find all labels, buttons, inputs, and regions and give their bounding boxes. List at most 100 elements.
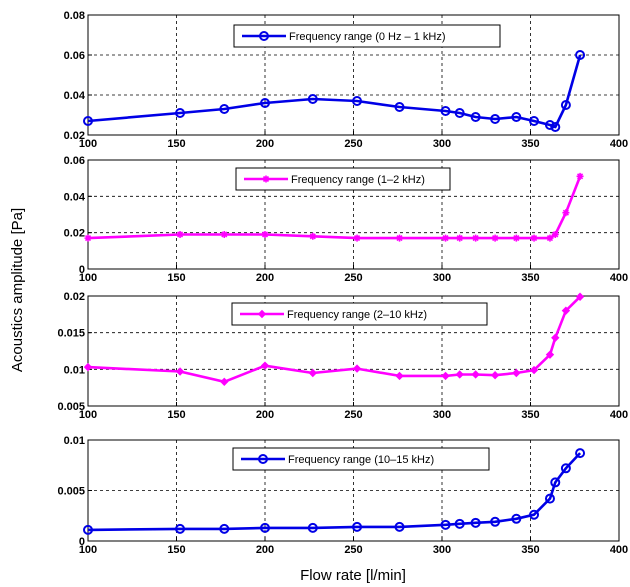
panel-3: 100 150 200 250 300 350 400 0.005 0.01 0.015 0.02 F… <box>57 291 628 421</box>
data-point <box>529 365 539 375</box>
data-point <box>309 232 317 240</box>
x-tick-label: 300 <box>433 544 451 556</box>
data-point <box>394 102 405 112</box>
x-tick-label: 300 <box>433 409 451 421</box>
x-tick-label: 200 <box>256 138 274 150</box>
x-tick-label: 300 <box>433 272 451 284</box>
data-point <box>307 94 318 104</box>
y-tick-label: 0.04 <box>64 90 86 102</box>
data-point <box>550 477 561 488</box>
data-point <box>394 521 405 532</box>
data-point <box>560 463 571 474</box>
data-point <box>83 524 93 535</box>
x-tick-label: 100 <box>79 272 97 284</box>
x-tick-label: 250 <box>344 272 362 284</box>
y-tick-label: 0.04 <box>64 191 86 203</box>
data-point <box>83 362 93 372</box>
x-tick-label: 250 <box>344 544 362 556</box>
x-tick-label: 200 <box>256 409 274 421</box>
legend-text: Frequency range (10–15 kHz) <box>288 454 434 466</box>
data-point <box>576 172 584 180</box>
data-point <box>454 108 465 118</box>
data-point <box>551 230 559 238</box>
legend-text: Frequency range (0 Hz – 1 kHz) <box>289 31 446 43</box>
data-point <box>511 112 522 122</box>
data-point <box>470 112 481 122</box>
y-tick-label: 0.02 <box>64 291 85 303</box>
data-point <box>260 361 270 370</box>
data-point <box>546 234 554 242</box>
data-point <box>307 522 318 533</box>
data-point <box>260 522 270 533</box>
data-point <box>219 104 230 114</box>
data-point <box>261 230 269 238</box>
x-tick-label: 100 <box>79 544 97 556</box>
legend-box <box>235 167 451 191</box>
x-tick-label: 150 <box>167 138 185 150</box>
data-point <box>491 234 499 242</box>
x-tick-label: 250 <box>344 409 362 421</box>
data-point <box>84 234 92 242</box>
data-point <box>575 448 586 459</box>
legend-box <box>233 24 501 48</box>
y-tick-label: 0.005 <box>57 486 85 498</box>
y-tick-label: 0 <box>79 536 85 548</box>
data-point <box>490 370 500 380</box>
data-point <box>561 306 571 315</box>
data-point <box>529 116 540 126</box>
data-point <box>551 333 560 343</box>
y-tick-label: 0.01 <box>64 435 85 447</box>
legend: Frequency range (1–2 kHz) <box>235 167 451 191</box>
data-point <box>175 108 186 118</box>
data-point <box>175 523 186 534</box>
data-point <box>562 209 570 217</box>
y-tick-label: 0.08 <box>64 10 85 22</box>
data-point <box>352 96 363 106</box>
x-axis-label: Flow rate [l/min] <box>300 567 406 584</box>
x-tick-label: 400 <box>610 409 628 421</box>
data-point <box>220 230 228 238</box>
legend-box <box>231 302 488 326</box>
x-tick-label: 200 <box>256 544 274 556</box>
legend-box <box>232 447 490 471</box>
data-point <box>220 377 229 387</box>
x-tick-label: 250 <box>344 138 362 150</box>
data-point <box>83 116 93 126</box>
data-point <box>441 371 450 381</box>
data-point <box>456 234 464 242</box>
data-point <box>455 370 464 379</box>
data-point <box>490 516 501 527</box>
y-tick-label: 0.005 <box>57 401 85 413</box>
data-point <box>176 230 184 238</box>
data-point <box>352 364 362 373</box>
x-tick-label: 150 <box>167 544 185 556</box>
data-point <box>442 234 450 242</box>
data-point <box>440 519 451 530</box>
x-tick-label: 350 <box>521 272 539 284</box>
legend: Frequency range (2–10 kHz) <box>231 302 488 326</box>
x-tick-label: 200 <box>256 272 274 284</box>
data-point <box>260 98 270 108</box>
data-point <box>544 493 555 504</box>
data-point <box>511 513 522 524</box>
x-tick-label: 150 <box>167 272 185 284</box>
y-axis-label: Acoustics amplitude [Pa] <box>9 208 26 372</box>
x-tick-label: 100 <box>79 138 97 150</box>
legend-marker <box>262 175 270 183</box>
data-point <box>575 292 585 301</box>
y-tick-label: 0.02 <box>64 228 85 240</box>
legend-marker <box>259 31 269 41</box>
data-point <box>396 234 404 242</box>
data-point <box>308 368 317 378</box>
y-tick-label: 0.06 <box>64 155 85 167</box>
x-tick-label: 150 <box>167 409 185 421</box>
data-point <box>550 122 561 132</box>
x-tick-label: 350 <box>521 409 539 421</box>
data-point <box>490 114 501 124</box>
legend-text: Frequency range (1–2 kHz) <box>291 174 425 186</box>
panels: 100 150 200 250 300 350 400 0.02 0.04 0.06 0.08 Fre… <box>57 10 628 556</box>
data-point <box>471 370 480 379</box>
y-tick-label: 0.015 <box>57 328 85 340</box>
y-tick-label: 0.02 <box>64 130 85 142</box>
